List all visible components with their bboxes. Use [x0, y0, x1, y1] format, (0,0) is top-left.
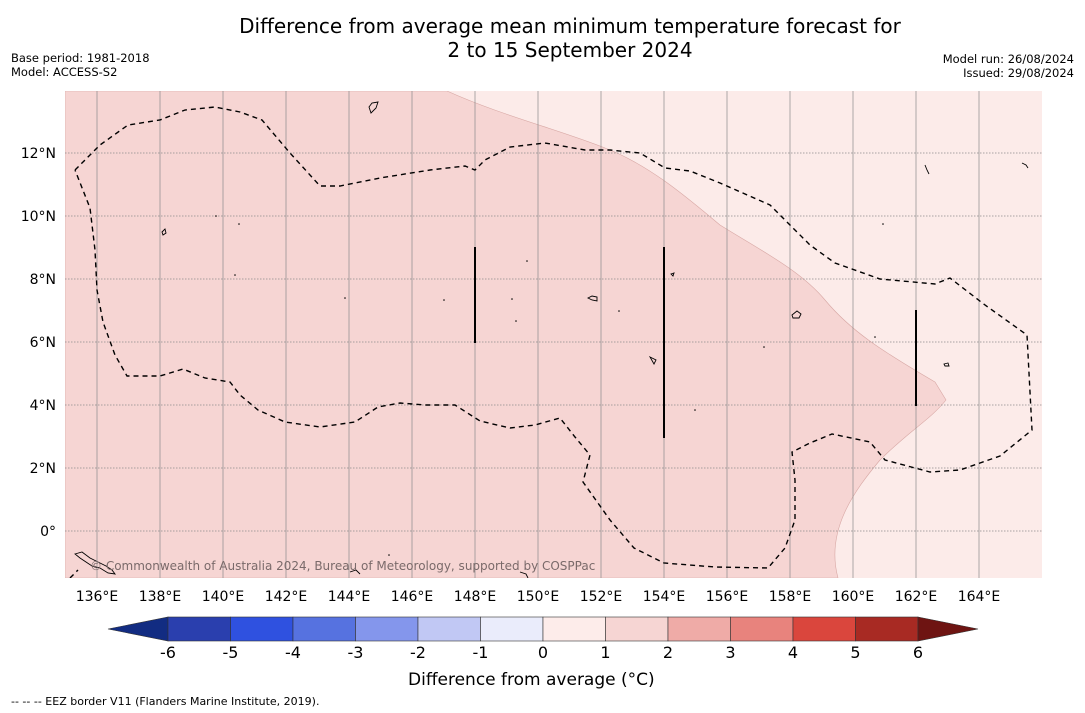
lon-tick-label: 152°E [580, 589, 623, 605]
island-small-5 [924, 164, 930, 175]
colorbar-segment [167, 616, 231, 642]
anomaly-region-1-2 [65, 91, 947, 578]
lat-tick-label: 8°N [30, 272, 56, 288]
colorbar-tick: -3 [348, 643, 364, 662]
colorbar-segment [480, 616, 544, 642]
model-name: Model: ACCESS-S2 [11, 65, 118, 79]
colorbar-segment [792, 616, 856, 642]
colorbar-tick: -5 [223, 643, 239, 662]
longitude-labels: 136°E 138°E 140°E 142°E 144°E 146°E 148°E 150°E… [76, 589, 1001, 605]
island-guam [368, 101, 379, 114]
lon-tick-label: 158°E [769, 589, 812, 605]
title-line-1: Difference from average mean minimum tem… [239, 14, 901, 38]
colorbar-tick: -1 [473, 643, 489, 662]
page-title: Difference from average mean minimum tem… [0, 14, 1085, 62]
boundary-markers [474, 247, 917, 438]
lon-tick-label: 136°E [76, 589, 119, 605]
lat-tick-label: 10°N [21, 209, 56, 225]
lon-tick-label: 156°E [706, 589, 749, 605]
colorbar-tick: -4 [285, 643, 301, 662]
map-area: © Commonwealth of Australia 2024, Bureau… [65, 91, 1042, 578]
colorbar-tick: 1 [600, 643, 610, 662]
meta-left: Base period: 1981-2018 Model: ACCESS-S2 [11, 51, 150, 79]
colorbar-tick: 4 [788, 643, 798, 662]
lon-tick-label: 140°E [202, 589, 245, 605]
title-line-2: 2 to 15 September 2024 [447, 38, 693, 62]
colorbar-tick: 3 [725, 643, 735, 662]
lon-tick-label: 146°E [391, 589, 434, 605]
base-period: Base period: 1981-2018 [11, 51, 150, 65]
island-chuuk [586, 295, 598, 302]
issued-date: Issued: 29/08/2024 [963, 66, 1074, 80]
lat-tick-label: 6°N [30, 335, 56, 351]
lat-tick-label: 4°N [30, 398, 56, 414]
island-small-1 [670, 272, 675, 277]
colorbar-label: Difference from average (°C) [408, 670, 655, 690]
latitude-labels: 12°N 10°N 8°N 6°N 4°N 2°N 0° [21, 146, 56, 540]
lon-tick-label: 138°E [139, 589, 182, 605]
colorbar [107, 616, 979, 642]
colorbar-extend-high [917, 616, 979, 642]
lon-tick-label: 164°E [958, 589, 1001, 605]
colorbar-segment [855, 616, 919, 642]
colorbar-tick: 2 [663, 643, 673, 662]
colorbar-tick: 5 [850, 643, 860, 662]
lon-tick-label: 144°E [328, 589, 371, 605]
colorbar-segment [730, 616, 794, 642]
eez-borders [69, 106, 1033, 578]
colorbar-segment [542, 616, 606, 642]
island-small-3 [519, 571, 529, 578]
colorbar-extend-low [107, 616, 169, 642]
islands [74, 101, 1029, 578]
colorbar-tick: -6 [160, 643, 176, 662]
lon-tick-label: 148°E [454, 589, 497, 605]
colorbar-segment [667, 616, 731, 642]
lon-tick-label: 162°E [895, 589, 938, 605]
model-run: Model run: 26/08/2024 [942, 52, 1074, 66]
island-small-6 [1021, 162, 1029, 169]
colorbar-tick: -2 [410, 643, 426, 662]
island-dots [215, 215, 884, 556]
eez-legend-note: -- -- -- EEZ border V11 (Flanders Marine… [11, 695, 320, 708]
lat-tick-label: 0° [40, 524, 56, 540]
lon-tick-label: 150°E [517, 589, 560, 605]
colorbar-segment [605, 616, 669, 642]
colorbar-segment [417, 616, 481, 642]
island-small-2 [648, 355, 657, 365]
eez-border-bottom-stub [69, 569, 79, 578]
meta-right: Model run: 26/08/2024 Issued: 29/08/2024 [943, 52, 1074, 80]
colorbar-segment [230, 616, 294, 642]
lon-tick-label: 154°E [643, 589, 686, 605]
island-pohnpei [791, 310, 802, 319]
colorbar-segment [292, 616, 356, 642]
lat-tick-label: 2°N [30, 461, 56, 477]
island-png-coast [74, 551, 117, 575]
island-small-4 [349, 569, 361, 575]
colorbar-tick: 0 [538, 643, 548, 662]
colorbar-tick-labels: -6 -5 -4 -3 -2 -1 0 1 2 3 4 5 6 [160, 643, 923, 662]
island-kosrae [943, 362, 950, 367]
lat-tick-label: 12°N [21, 146, 56, 162]
island-yap [161, 228, 167, 236]
lon-tick-label: 160°E [832, 589, 875, 605]
copyright-text: © Commonwealth of Australia 2024, Bureau… [90, 559, 595, 573]
colorbar-segment [355, 616, 419, 642]
lon-tick-label: 142°E [265, 589, 308, 605]
colorbar-tick: 6 [913, 643, 923, 662]
